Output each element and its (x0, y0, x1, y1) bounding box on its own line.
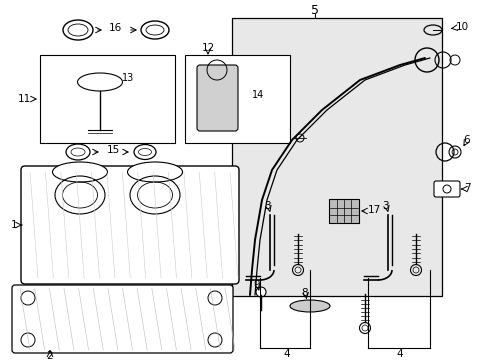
FancyBboxPatch shape (433, 181, 459, 197)
Text: 7: 7 (463, 183, 469, 193)
Text: 2: 2 (46, 351, 53, 360)
Ellipse shape (127, 162, 182, 182)
Bar (231, 18, 441, 296)
Text: 10: 10 (455, 22, 468, 32)
FancyBboxPatch shape (21, 166, 239, 284)
Text: 15: 15 (106, 145, 120, 155)
Text: 4: 4 (283, 349, 290, 359)
Bar (40, 55, 175, 143)
FancyBboxPatch shape (197, 65, 238, 131)
Text: 5: 5 (310, 4, 318, 17)
Ellipse shape (52, 162, 107, 182)
Text: 3: 3 (263, 201, 270, 211)
Text: 3: 3 (381, 201, 387, 211)
Text: 14: 14 (251, 90, 264, 100)
FancyBboxPatch shape (12, 285, 232, 353)
FancyBboxPatch shape (328, 199, 358, 223)
Text: 13: 13 (122, 73, 134, 83)
Text: 8: 8 (301, 288, 307, 298)
Text: 11: 11 (18, 94, 31, 104)
Text: 4: 4 (396, 349, 403, 359)
Ellipse shape (289, 300, 329, 312)
Circle shape (256, 287, 265, 297)
Bar (184, 55, 289, 143)
Text: 1: 1 (11, 220, 17, 230)
Text: 9: 9 (253, 280, 260, 290)
Text: 16: 16 (108, 23, 122, 33)
Text: 12: 12 (201, 43, 214, 53)
Text: 17: 17 (367, 205, 381, 215)
Text: 6: 6 (463, 135, 469, 145)
